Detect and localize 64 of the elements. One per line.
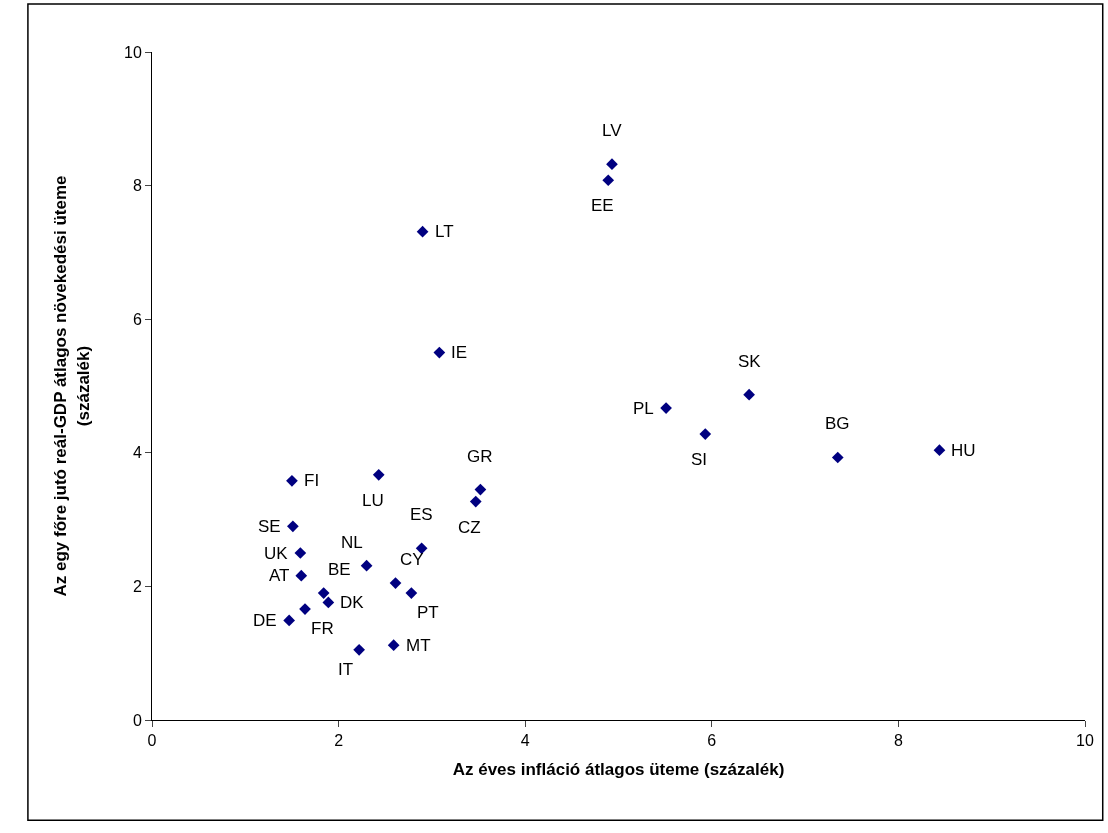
x-axis-title: Az éves infláció átlagos üteme (százalék)	[452, 759, 785, 779]
annotation: PL	[633, 399, 654, 418]
point	[283, 614, 295, 627]
annotation: DK	[340, 593, 365, 612]
annotation: SK	[738, 352, 762, 371]
x-tick-label: 0	[147, 732, 157, 750]
x-tick-label: 10	[1076, 732, 1094, 750]
annotation: FI	[304, 471, 320, 490]
annotation: LU	[362, 491, 384, 510]
annotation: EE	[591, 196, 614, 215]
point	[416, 225, 429, 238]
annotation: IE	[451, 343, 468, 362]
annotation: SI	[691, 450, 708, 469]
point	[831, 451, 844, 464]
point	[415, 542, 428, 555]
annotation: SE	[258, 517, 281, 536]
point	[286, 475, 298, 487]
y-tick-label: 0	[132, 711, 142, 729]
annotation: IT	[338, 660, 354, 679]
point	[699, 428, 712, 440]
point	[606, 158, 618, 171]
annotation: LV	[602, 121, 623, 140]
point	[360, 559, 373, 572]
x-tick-label: 6	[707, 732, 717, 750]
point	[353, 644, 365, 656]
annotation: CZ	[458, 518, 481, 537]
annotation: CY	[400, 550, 424, 569]
y-tick-label: 6	[132, 310, 142, 328]
point	[322, 596, 335, 609]
y-tick-label: 4	[132, 444, 142, 462]
point	[933, 444, 946, 456]
annotation: UK	[264, 544, 289, 563]
point	[405, 587, 418, 599]
point	[387, 639, 400, 652]
point	[602, 174, 615, 187]
y-tick-label: 8	[132, 177, 142, 195]
annotation: PT	[417, 603, 439, 622]
point	[287, 520, 299, 533]
annotation: HU	[951, 441, 976, 460]
x-tick-label: 8	[893, 732, 903, 750]
y-axis-title: Az egy főre jutó reál-GDP átlagos növekedési üteme (százalék)	[51, 175, 93, 597]
point	[372, 468, 385, 481]
annotation: DE	[253, 611, 277, 630]
point	[743, 388, 755, 401]
annotation: BG	[825, 414, 850, 433]
point	[389, 577, 402, 589]
point	[469, 495, 482, 508]
point	[295, 569, 308, 582]
y-tick-label: 10	[124, 43, 142, 61]
x-tick-label: 4	[520, 732, 530, 750]
point	[294, 547, 307, 559]
annotation: BE	[328, 560, 351, 579]
annotation: GR	[467, 447, 493, 466]
point	[433, 346, 446, 359]
annotation: ES	[410, 505, 433, 524]
annotation: AT	[269, 566, 290, 585]
point	[474, 483, 487, 496]
x-tick-label: 2	[334, 732, 344, 750]
y-tick-label: 2	[132, 578, 142, 595]
annotation: NL	[341, 533, 363, 552]
annotation: LT	[435, 222, 454, 241]
annotation: MT	[406, 636, 431, 655]
annotation: FR	[311, 619, 334, 638]
point	[317, 587, 330, 599]
